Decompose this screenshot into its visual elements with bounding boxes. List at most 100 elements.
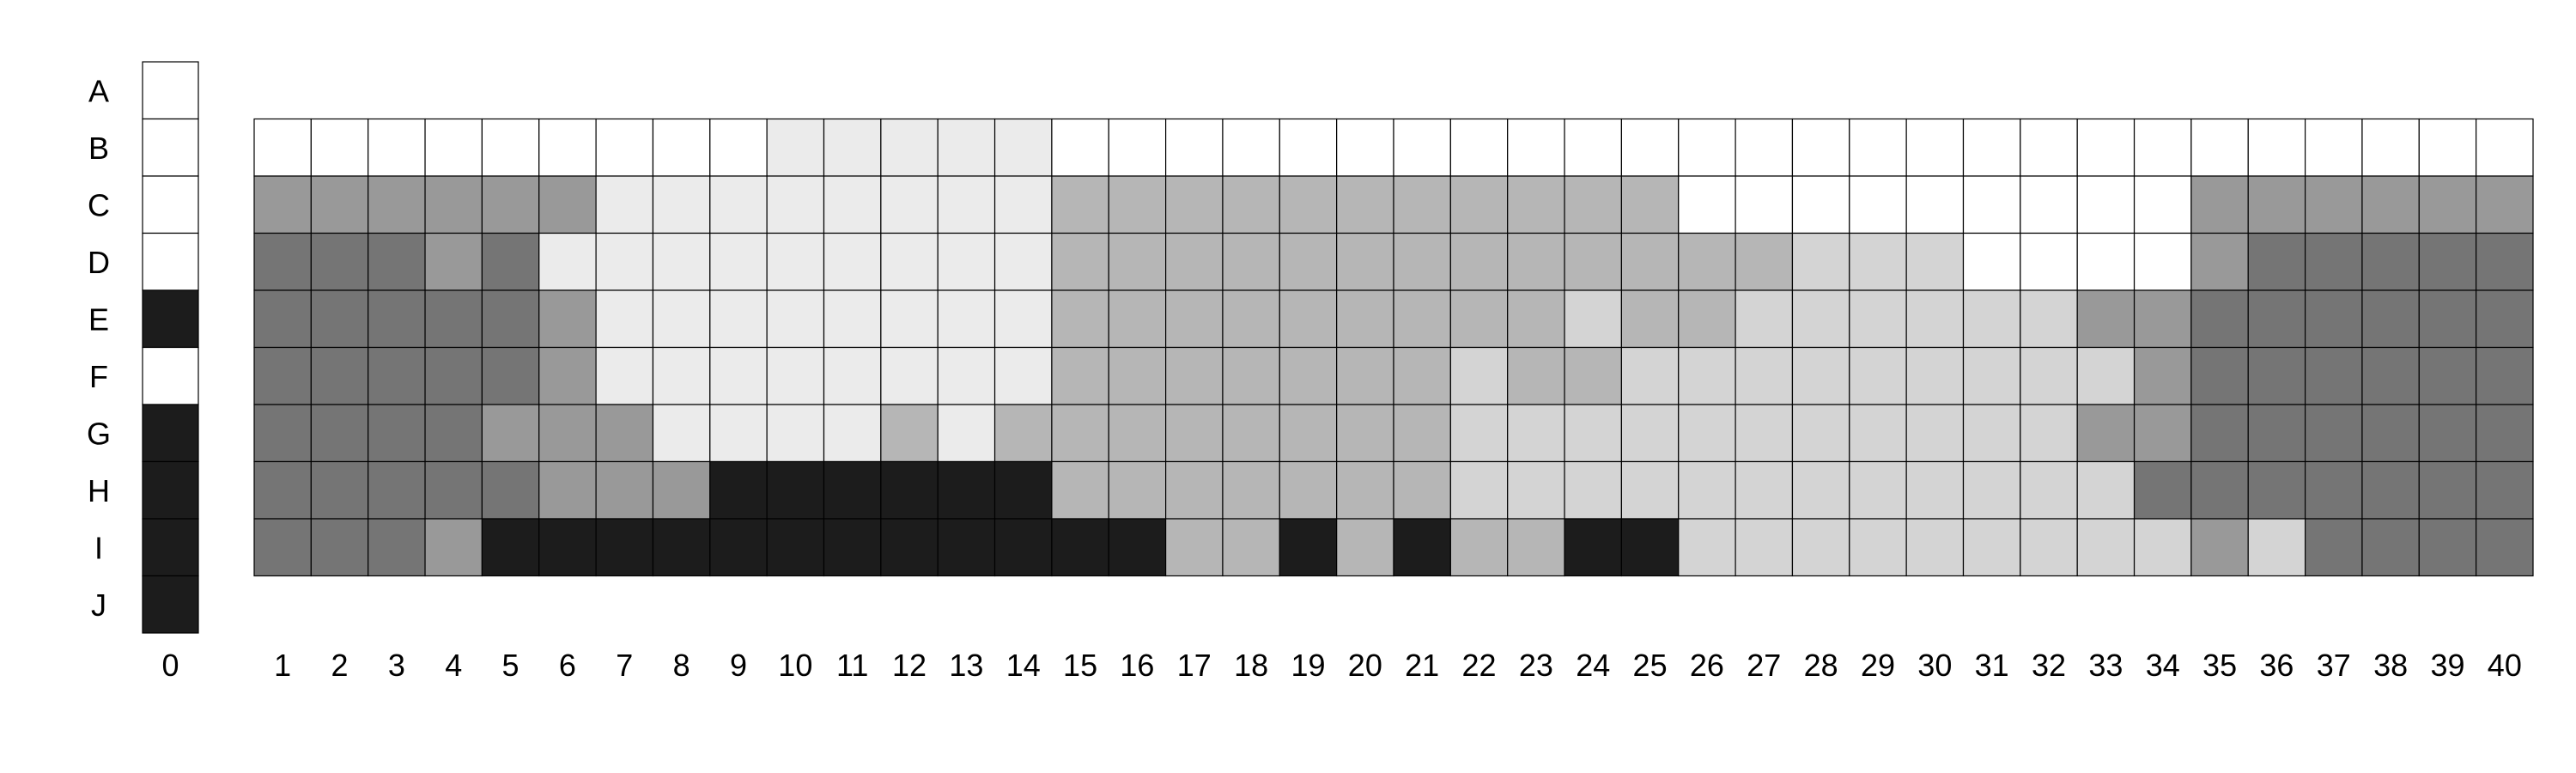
- cell-e-24: [1564, 289, 1623, 349]
- cell-e-16: [1108, 289, 1167, 349]
- column-label-28: 28: [1804, 648, 1838, 683]
- cell-c-14: [993, 175, 1053, 234]
- cell-b-11: [823, 118, 882, 177]
- cell-c-24: [1564, 175, 1623, 234]
- cell-g-26: [1678, 404, 1736, 463]
- column-label-13: 13: [949, 648, 983, 683]
- cell-c-16: [1108, 175, 1167, 234]
- cell-g-34: [2133, 404, 2192, 463]
- cell-i-32: [2020, 518, 2078, 577]
- key-cell-a: [142, 61, 199, 120]
- cell-e-33: [2076, 289, 2136, 349]
- cell-b-26: [1678, 118, 1736, 177]
- cell-i-40: [2476, 518, 2534, 577]
- row-label-i: I: [94, 530, 103, 565]
- cell-g-12: [880, 404, 939, 463]
- cell-b-21: [1393, 118, 1451, 177]
- cell-b-29: [1849, 118, 1907, 177]
- cell-g-25: [1620, 404, 1680, 463]
- cell-d-8: [652, 232, 711, 291]
- cell-b-25: [1620, 118, 1680, 177]
- cell-d-4: [424, 232, 483, 291]
- cell-d-2: [310, 232, 369, 291]
- cell-b-40: [2476, 118, 2534, 177]
- cell-h-7: [595, 460, 654, 520]
- cell-c-10: [766, 175, 825, 234]
- cell-i-25: [1620, 518, 1680, 577]
- cell-c-23: [1507, 175, 1565, 234]
- cell-i-24: [1564, 518, 1623, 577]
- column-label-15: 15: [1063, 648, 1097, 683]
- cell-c-4: [424, 175, 483, 234]
- cell-c-33: [2076, 175, 2136, 234]
- cell-c-39: [2418, 175, 2477, 234]
- cell-d-16: [1108, 232, 1167, 291]
- cell-e-32: [2020, 289, 2078, 349]
- key-cell-f: [142, 346, 199, 405]
- cell-f-14: [993, 346, 1053, 405]
- cell-h-21: [1393, 460, 1451, 520]
- cell-d-1: [253, 232, 312, 291]
- column-label-16: 16: [1120, 648, 1154, 683]
- cell-d-26: [1678, 232, 1736, 291]
- row-label-g: G: [87, 416, 111, 451]
- column-label-6: 6: [559, 648, 576, 683]
- cell-c-1: [253, 175, 312, 234]
- cell-i-22: [1449, 518, 1509, 577]
- column-label-7: 7: [616, 648, 633, 683]
- row-label-c: C: [88, 187, 110, 222]
- cell-g-18: [1222, 404, 1280, 463]
- cell-e-36: [2247, 289, 2306, 349]
- cell-g-29: [1849, 404, 1907, 463]
- column-label-36: 36: [2259, 648, 2293, 683]
- cell-i-12: [880, 518, 939, 577]
- cell-e-20: [1336, 289, 1394, 349]
- cell-e-17: [1164, 289, 1224, 349]
- key-cell-i: [142, 518, 199, 577]
- cell-e-21: [1393, 289, 1451, 349]
- main-grid: [253, 118, 2534, 577]
- cell-h-40: [2476, 460, 2534, 520]
- cell-e-13: [937, 289, 996, 349]
- cell-f-29: [1849, 346, 1907, 405]
- cell-d-39: [2418, 232, 2477, 291]
- cell-b-17: [1164, 118, 1224, 177]
- cell-d-32: [2020, 232, 2078, 291]
- cell-g-9: [709, 404, 768, 463]
- cell-d-28: [1791, 232, 1850, 291]
- cell-c-34: [2133, 175, 2192, 234]
- cell-f-39: [2418, 346, 2477, 405]
- cell-e-22: [1449, 289, 1509, 349]
- cell-i-27: [1735, 518, 1794, 577]
- cell-d-7: [595, 232, 654, 291]
- cell-f-40: [2476, 346, 2534, 405]
- cell-c-40: [2476, 175, 2534, 234]
- cell-i-8: [652, 518, 711, 577]
- cell-g-10: [766, 404, 825, 463]
- cell-b-9: [709, 118, 768, 177]
- cell-d-9: [709, 232, 768, 291]
- cell-f-1: [253, 346, 312, 405]
- cell-h-22: [1449, 460, 1509, 520]
- cell-f-22: [1449, 346, 1509, 405]
- cell-g-22: [1449, 404, 1509, 463]
- cell-b-12: [880, 118, 939, 177]
- cell-d-3: [368, 232, 426, 291]
- cell-f-30: [1905, 346, 1965, 405]
- cell-e-15: [1051, 289, 1109, 349]
- key-cell-d: [142, 232, 199, 291]
- cell-g-21: [1393, 404, 1451, 463]
- cell-i-1: [253, 518, 312, 577]
- cell-i-37: [2305, 518, 2363, 577]
- column-label-8: 8: [673, 648, 690, 683]
- cell-c-35: [2190, 175, 2249, 234]
- cell-h-17: [1164, 460, 1224, 520]
- cell-g-5: [481, 404, 540, 463]
- column-label-18: 18: [1234, 648, 1268, 683]
- cell-e-12: [880, 289, 939, 349]
- cell-c-20: [1336, 175, 1394, 234]
- cell-f-31: [1962, 346, 2021, 405]
- cell-i-38: [2361, 518, 2420, 577]
- cell-b-33: [2076, 118, 2136, 177]
- column-label-17: 17: [1177, 648, 1212, 683]
